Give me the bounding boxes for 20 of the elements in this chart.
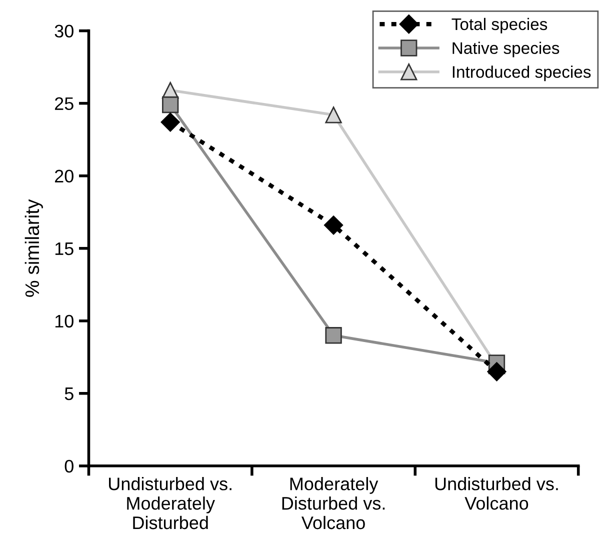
y-tick-label: 10 <box>55 314 74 328</box>
y-tick-label: 15 <box>55 242 74 256</box>
point <box>487 362 506 382</box>
y-tick-label: 25 <box>54 97 74 110</box>
point <box>162 96 179 114</box>
point <box>324 216 344 235</box>
y-tick-label: 20 <box>54 170 74 183</box>
x-tick-label: Undisturbed vs. Volcano <box>435 477 558 510</box>
legend-label: Total species <box>452 18 548 34</box>
y-axis-title: % similarity <box>24 199 43 297</box>
legend-label: Introduced species <box>452 66 591 82</box>
legend-label: Native species <box>452 42 560 58</box>
point <box>160 112 180 132</box>
x-tick-label: Undisturbed vs. Moderately Disturbed <box>109 477 232 530</box>
point <box>325 106 342 124</box>
y-tick-label: 5 <box>64 388 74 400</box>
y-tick-label: 30 <box>54 24 74 38</box>
point <box>325 327 342 344</box>
x-tick-label: Moderately Disturbed vs. Volcano <box>282 477 385 530</box>
y-tick-label: 0 <box>64 460 74 473</box>
